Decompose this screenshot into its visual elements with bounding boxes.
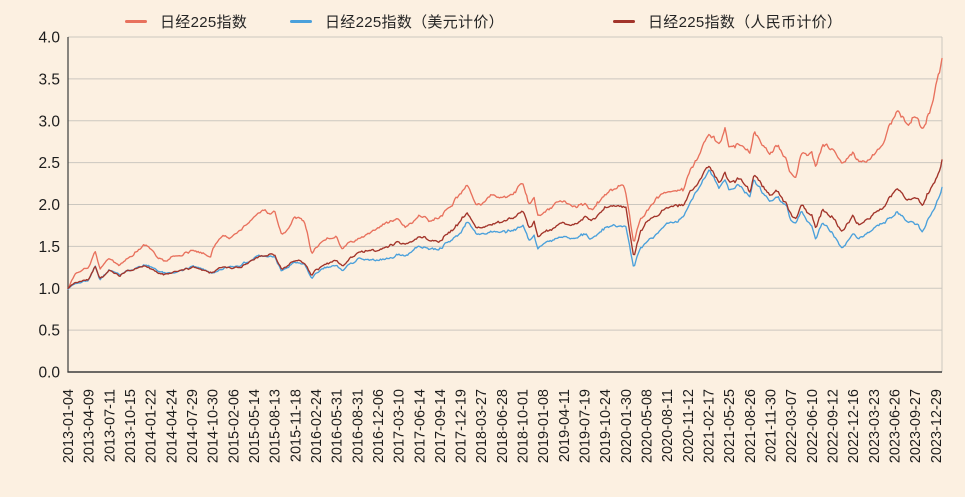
y-tick-label: 4.0 [38, 30, 60, 47]
x-tick-label: 2020-08-11 [660, 389, 676, 462]
x-tick-label: 2021-11-30 [764, 389, 780, 462]
legend-dash-nikkei225-usd-icon [290, 20, 312, 23]
x-tick-label: 2018-03-27 [474, 389, 490, 463]
x-tick-label: 2013-01-04 [61, 389, 77, 463]
series-line-nikkei225-usd [67, 169, 943, 290]
chart-legend: 日经225指数 日经225指数（美元计价） 日经225指数（人民币计价） [0, 0, 965, 34]
y-tick-label: 2.5 [38, 155, 60, 172]
x-tick-label: 2014-04-24 [164, 389, 180, 463]
x-tick-label: 2021-05-25 [722, 389, 738, 463]
x-tick-label: 2022-06-10 [805, 389, 821, 463]
x-tick-label: 2020-05-08 [640, 389, 656, 463]
x-tick-label: 2023-03-23 [867, 389, 883, 463]
legend-dash-nikkei225-rmb-icon [613, 20, 635, 23]
x-tick-label: 2015-08-13 [268, 389, 284, 463]
x-tick-label: 2017-12-19 [454, 389, 470, 463]
y-tick-label: 2.0 [38, 197, 60, 214]
x-tick-label: 2017-03-10 [392, 389, 408, 463]
x-tick-label: 2021-02-17 [702, 389, 718, 463]
x-tick-label: 2015-02-06 [226, 389, 242, 463]
x-tick-label: 2020-11-12 [681, 389, 697, 462]
y-tick-label: 1.0 [38, 281, 60, 298]
x-tick-label: 2022-03-07 [784, 389, 800, 463]
x-tick-label: 2019-10-24 [598, 389, 614, 463]
x-tick-label: 2016-02-24 [309, 389, 325, 463]
legend-label-nikkei225: 日经225指数 [160, 14, 248, 31]
x-tick-label: 2021-08-26 [743, 389, 759, 463]
x-tick-label: 2016-12-06 [371, 389, 387, 463]
y-tick-label: 3.5 [38, 71, 60, 88]
legend-item-nikkei225: 日经225指数 [125, 11, 247, 32]
x-tick-label: 2013-10-15 [123, 389, 139, 463]
x-tick-label: 2022-12-16 [846, 389, 862, 463]
x-tick-label: 2019-04-11 [557, 389, 573, 462]
x-tick-label: 2013-07-11 [102, 389, 118, 462]
legend-label-nikkei225-usd: 日经225指数（美元计价） [325, 14, 504, 31]
series-line-nikkei225-rmb [67, 159, 943, 289]
x-tick-label: 2019-07-19 [578, 389, 594, 463]
y-tick-label: 3.0 [38, 113, 60, 130]
series-line-nikkei225 [67, 57, 943, 290]
legend-dash-nikkei225-icon [125, 20, 147, 23]
x-tick-label: 2013-04-09 [82, 389, 98, 463]
x-tick-label: 2014-07-29 [185, 389, 201, 463]
x-tick-label: 2020-01-30 [619, 389, 635, 463]
x-tick-label: 2015-11-18 [288, 389, 304, 462]
y-tick-label: 1.5 [38, 239, 60, 256]
x-tick-label: 2022-09-12 [826, 389, 842, 463]
legend-item-nikkei225-usd: 日经225指数（美元计价） [290, 11, 504, 32]
y-tick-label: 0.5 [38, 323, 60, 340]
x-tick-label: 2014-01-22 [144, 389, 160, 463]
x-tick-label: 2017-09-14 [433, 389, 449, 463]
x-tick-label: 2015-05-14 [247, 389, 263, 463]
x-tick-label: 2018-10-01 [516, 389, 532, 463]
legend-item-nikkei225-rmb: 日经225指数（人民币计价） [613, 11, 842, 32]
x-tick-label: 2018-06-28 [495, 389, 511, 463]
y-tick-label: 0.0 [38, 365, 60, 382]
legend-label-nikkei225-rmb: 日经225指数（人民币计价） [648, 14, 843, 31]
x-tick-label: 2023-06-26 [888, 389, 904, 463]
x-tick-label: 2023-12-29 [929, 389, 945, 463]
x-tick-label: 2023-09-27 [908, 389, 924, 463]
x-tick-label: 2016-08-31 [350, 389, 366, 463]
x-tick-label: 2014-10-30 [206, 389, 222, 463]
x-tick-label: 2017-06-14 [412, 389, 428, 463]
x-tick-label: 2019-01-08 [536, 389, 552, 463]
x-tick-label: 2016-05-31 [330, 389, 346, 463]
